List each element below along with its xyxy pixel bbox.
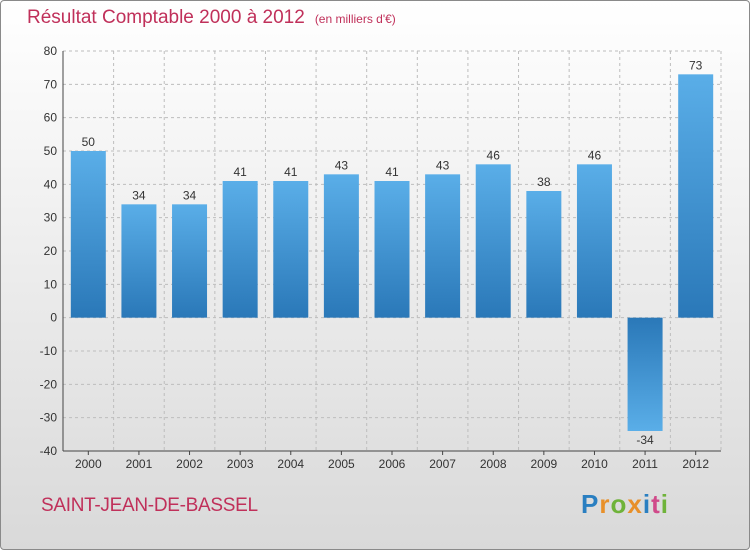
bar-2008	[475, 164, 511, 318]
unit-label: (en milliers d'€)	[314, 12, 396, 26]
data-label: 41	[233, 165, 247, 179]
data-label: 41	[385, 165, 399, 179]
proxiti-logo: Proxiti	[581, 489, 669, 520]
x-tick-label: 2006	[379, 457, 406, 471]
x-tick-label: 2011	[632, 457, 658, 471]
bar-2012	[678, 74, 714, 318]
y-tick-label: 50	[44, 144, 58, 158]
commune-name: SAINT-JEAN-DE-BASSEL	[41, 495, 258, 516]
x-tick-label: 2008	[480, 457, 507, 471]
x-tick-label: 2003	[227, 457, 254, 471]
x-tick-label: 2005	[328, 457, 355, 471]
y-tick-label: 60	[44, 111, 58, 125]
y-tick-label: 70	[44, 77, 58, 91]
bar-2005	[323, 174, 359, 318]
bar-2000	[70, 151, 106, 318]
x-tick-label: 2010	[581, 457, 608, 471]
logo-letter: o	[610, 489, 628, 519]
y-tick-label: -30	[40, 411, 58, 425]
y-tick-label: 20	[44, 244, 58, 258]
data-label: 43	[335, 158, 349, 172]
logo-letter: x	[627, 489, 643, 519]
y-tick-label: 0	[50, 311, 57, 325]
x-tick-label: 2000	[75, 457, 102, 471]
logo-letter: r	[599, 489, 611, 519]
bar-2006	[374, 181, 410, 318]
data-label: 34	[132, 188, 146, 202]
chart-title: Résultat Comptable 2000 à 2012 (en millie…	[27, 7, 396, 29]
logo-letter: P	[581, 489, 600, 519]
x-tick-label: 2004	[277, 457, 304, 471]
bar-2004	[273, 181, 309, 318]
x-tick-label: 2009	[530, 457, 557, 471]
y-tick-label: -40	[40, 444, 58, 458]
data-label: 38	[537, 175, 551, 189]
data-label: 73	[689, 58, 703, 72]
title-text: Résultat Comptable 2000 à 2012	[27, 7, 305, 28]
x-tick-label: 2002	[176, 457, 203, 471]
data-label: 43	[436, 158, 450, 172]
data-label: 46	[487, 148, 501, 162]
bar-2001	[121, 204, 157, 318]
y-tick-label: 10	[44, 277, 58, 291]
bar-2011	[627, 317, 663, 431]
data-label: 50	[82, 135, 96, 149]
y-tick-label: 30	[44, 211, 58, 225]
bar-2010	[576, 164, 612, 318]
data-label: 41	[284, 165, 298, 179]
bar-2002	[172, 204, 208, 318]
y-tick-label: 40	[44, 177, 58, 191]
logo-letter: i	[642, 489, 652, 519]
y-tick-label: 80	[44, 44, 58, 58]
y-tick-label: -20	[40, 377, 58, 391]
x-tick-label: 2012	[682, 457, 709, 471]
bar-2003	[222, 181, 258, 318]
data-label: -34	[636, 433, 654, 447]
logo-letter: t	[651, 489, 661, 519]
x-tick-label: 2007	[429, 457, 456, 471]
bar-2009	[526, 191, 562, 318]
data-label: 46	[588, 148, 602, 162]
data-label: 34	[183, 188, 197, 202]
y-tick-label: -10	[40, 344, 58, 358]
x-tick-label: 2001	[126, 457, 153, 471]
bar-2007	[425, 174, 461, 318]
logo-letter: i	[660, 489, 669, 519]
